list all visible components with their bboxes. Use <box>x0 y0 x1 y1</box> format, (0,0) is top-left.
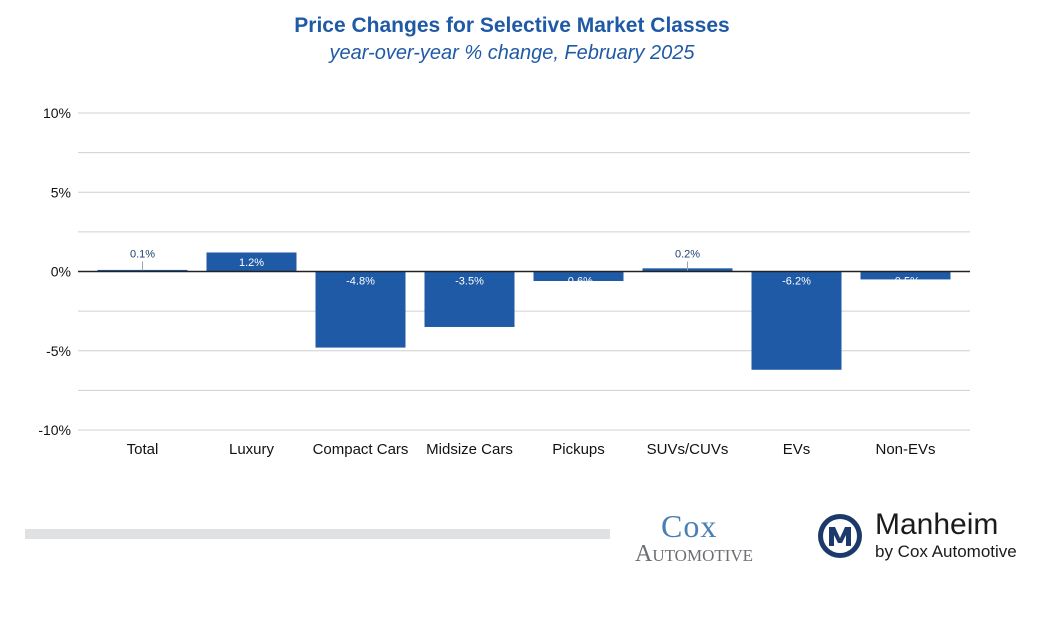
bar <box>533 271 624 282</box>
cox-automotive-logo: Cox Automotive <box>635 510 753 566</box>
data-label: 1.2% <box>239 257 264 269</box>
y-tick-label: 5% <box>51 184 71 200</box>
data-label: 0.1% <box>130 249 155 261</box>
footer-divider-bar <box>25 529 610 539</box>
x-tick-label: Luxury <box>229 441 275 458</box>
manheim-text-block: Manheim by Cox Automotive <box>875 508 1017 562</box>
chart-title: Price Changes for Selective Market Class… <box>294 14 730 37</box>
x-tick-label: Midsize Cars <box>426 441 513 458</box>
bar <box>97 269 188 272</box>
y-tick-label: -10% <box>38 422 71 438</box>
bar <box>206 252 297 272</box>
bar <box>315 271 406 348</box>
manheim-name: Manheim <box>875 508 999 541</box>
data-label: -3.5% <box>455 276 484 288</box>
y-tick-label: -5% <box>46 343 71 359</box>
x-tick-label: EVs <box>783 441 811 458</box>
x-tick-label: Non-EVs <box>875 441 935 458</box>
chart-subtitle: year-over-year % change, February 2025 <box>329 42 695 64</box>
data-label: -4.8% <box>346 276 375 288</box>
manheim-m-icon <box>818 514 862 558</box>
data-label: -6.2% <box>782 276 811 288</box>
data-label: 0.2% <box>675 249 700 261</box>
bar <box>860 271 951 280</box>
x-tick-label: Compact Cars <box>313 441 409 458</box>
x-tick-label: Pickups <box>552 441 605 458</box>
y-tick-label: 10% <box>43 105 71 121</box>
data-label: -0.6% <box>564 276 593 288</box>
y-tick-label: 0% <box>51 264 71 280</box>
automotive-logo-text: Automotive <box>635 541 754 567</box>
data-label: -0.5% <box>891 276 920 288</box>
x-tick-label: SUVs/CUVs <box>647 441 729 458</box>
bar <box>424 271 515 327</box>
manheim-byline: by Cox Automotive <box>875 542 1017 561</box>
x-tick-label: Total <box>127 441 159 458</box>
cox-logo-text: Cox <box>661 508 718 544</box>
bar <box>751 271 842 370</box>
bar-chart: 10% 5% 0% -5% -10% 0.1% Total 1.2% Luxury -4.8% Co… <box>38 105 970 458</box>
